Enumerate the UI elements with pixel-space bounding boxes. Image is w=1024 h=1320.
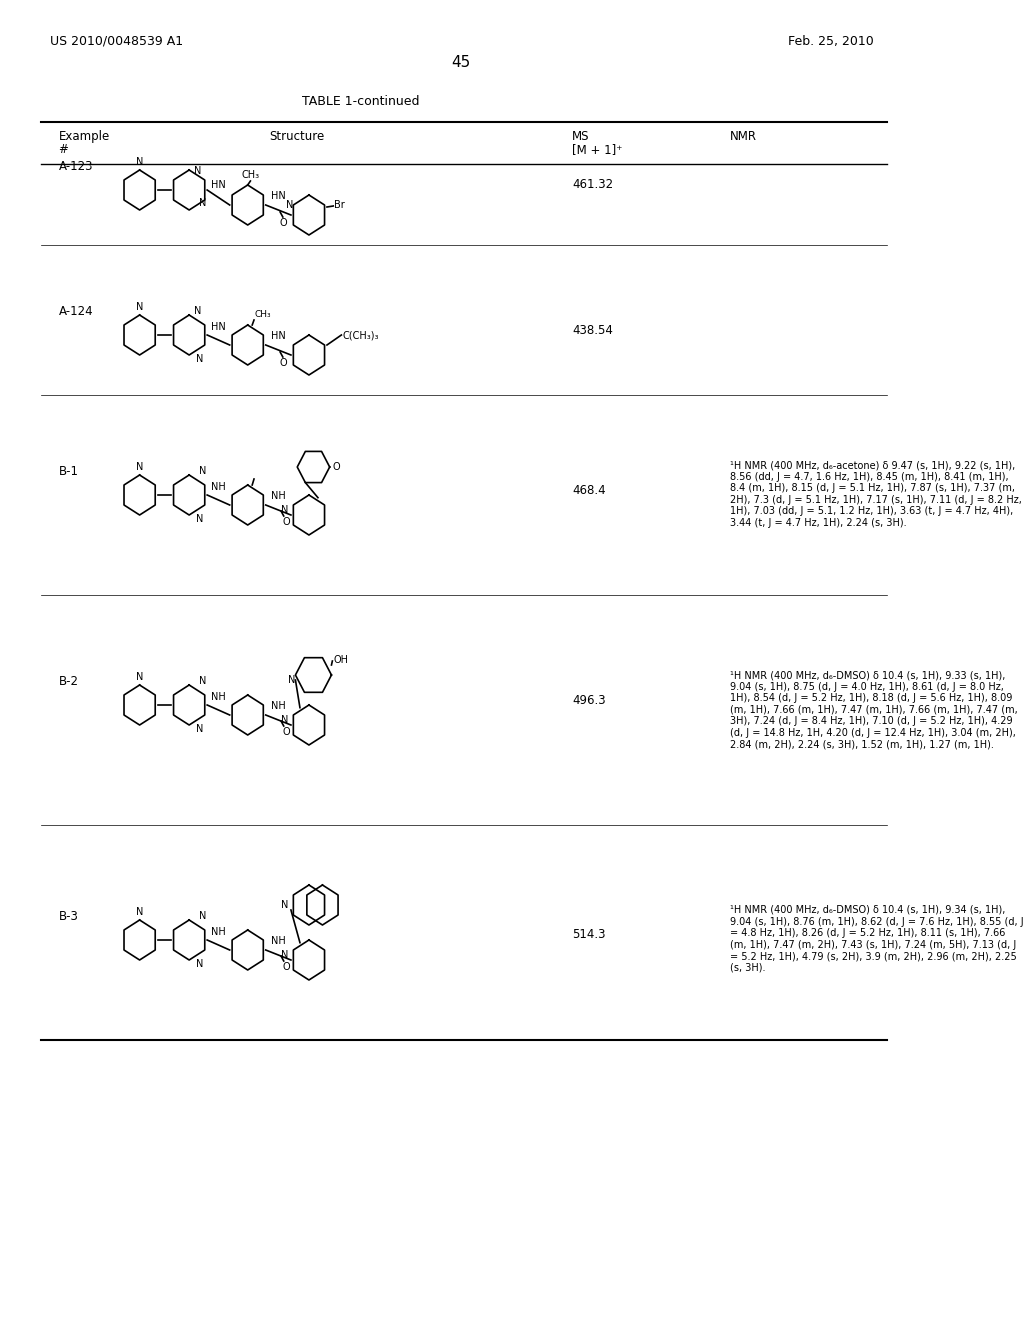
Text: N: N [197, 725, 204, 734]
Text: C(CH₃)₃: C(CH₃)₃ [342, 330, 379, 341]
Text: MS: MS [572, 129, 590, 143]
Text: O: O [333, 462, 340, 473]
Text: N: N [136, 157, 143, 168]
Text: N: N [281, 715, 288, 725]
Text: O: O [279, 218, 287, 228]
Text: N: N [136, 462, 143, 473]
Text: NH: NH [271, 701, 286, 711]
Text: N: N [197, 960, 204, 969]
Text: N: N [136, 907, 143, 917]
Text: Structure: Structure [269, 129, 325, 143]
Text: Br: Br [334, 201, 345, 210]
Text: HN: HN [271, 331, 286, 341]
Text: N: N [200, 198, 207, 209]
Text: OH: OH [333, 655, 348, 665]
Text: NH: NH [211, 482, 226, 492]
Text: N: N [197, 515, 204, 524]
Text: US 2010/0048539 A1: US 2010/0048539 A1 [49, 36, 182, 48]
Text: Example: Example [58, 129, 110, 143]
Text: O: O [279, 358, 287, 368]
Text: A-123: A-123 [58, 160, 93, 173]
Text: #: # [58, 143, 69, 156]
Text: 438.54: 438.54 [572, 323, 612, 337]
Text: 514.3: 514.3 [572, 928, 605, 941]
Text: N: N [195, 306, 202, 315]
Text: N: N [136, 302, 143, 312]
Text: ¹H NMR (400 MHz, d₆-acetone) δ 9.47 (s, 1H), 9.22 (s, 1H), 8.56 (dd, J = 4.7, 1.: ¹H NMR (400 MHz, d₆-acetone) δ 9.47 (s, … [729, 459, 1022, 528]
Text: 496.3: 496.3 [572, 693, 605, 706]
Text: N: N [199, 911, 207, 920]
Text: CH₃: CH₃ [255, 310, 271, 319]
Text: B-3: B-3 [58, 909, 79, 923]
Text: NH: NH [271, 491, 286, 502]
Text: ¹H NMR (400 MHz, d₆-DMSO) δ 10.4 (s, 1H), 9.33 (s, 1H), 9.04 (s, 1H), 8.75 (d, J: ¹H NMR (400 MHz, d₆-DMSO) δ 10.4 (s, 1H)… [729, 671, 1017, 750]
Text: N: N [286, 201, 293, 210]
Text: N: N [199, 466, 207, 475]
Text: NMR: NMR [729, 129, 757, 143]
Text: CH₃: CH₃ [242, 170, 259, 180]
Text: TABLE 1-continued: TABLE 1-continued [301, 95, 419, 108]
Text: O: O [283, 517, 291, 527]
Text: 468.4: 468.4 [572, 483, 605, 496]
Text: N: N [281, 506, 288, 515]
Text: HN: HN [271, 191, 286, 201]
Text: O: O [283, 962, 291, 972]
Text: O: O [283, 727, 291, 737]
Text: NH: NH [211, 927, 226, 937]
Text: NH: NH [211, 692, 226, 702]
Text: B-1: B-1 [58, 465, 79, 478]
Text: NH: NH [271, 936, 286, 946]
Text: A-124: A-124 [58, 305, 93, 318]
Text: N: N [136, 672, 143, 682]
Text: ¹H NMR (400 MHz, d₆-DMSO) δ 10.4 (s, 1H), 9.34 (s, 1H), 9.04 (s, 1H), 8.76 (m, 1: ¹H NMR (400 MHz, d₆-DMSO) δ 10.4 (s, 1H)… [729, 906, 1023, 973]
Text: HN: HN [211, 180, 226, 190]
Text: N: N [197, 354, 204, 364]
Text: N: N [288, 675, 296, 685]
Text: HN: HN [211, 322, 226, 333]
Text: N: N [199, 676, 207, 685]
Text: B-2: B-2 [58, 675, 79, 688]
Text: N: N [281, 950, 288, 960]
Text: 461.32: 461.32 [572, 178, 613, 191]
Text: [M + 1]⁺: [M + 1]⁺ [572, 143, 623, 156]
Text: Feb. 25, 2010: Feb. 25, 2010 [787, 36, 873, 48]
Text: 45: 45 [452, 55, 471, 70]
Text: N: N [195, 166, 202, 176]
Text: N: N [281, 900, 288, 909]
